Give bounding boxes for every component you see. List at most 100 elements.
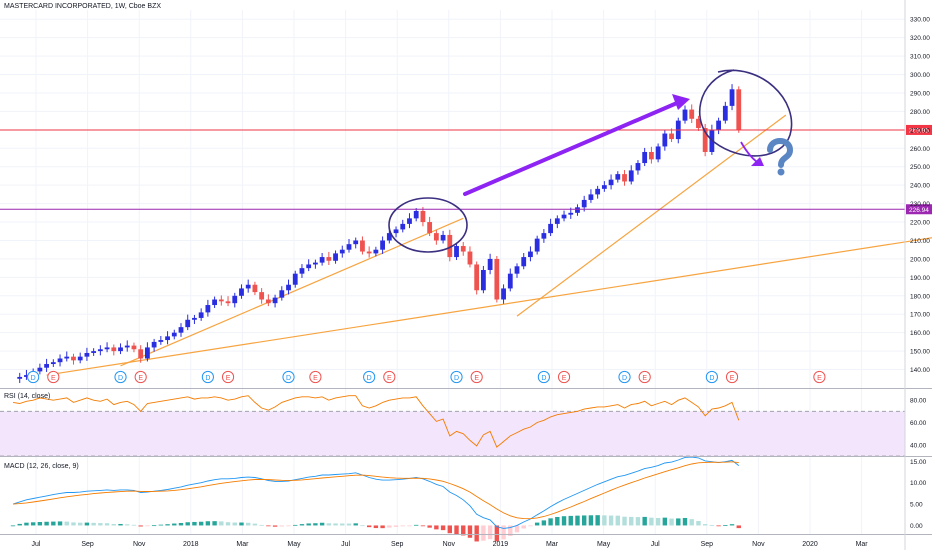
macd-histogram-bar — [729, 524, 735, 526]
time-tick-label: Nov — [133, 541, 146, 548]
candle — [37, 367, 43, 372]
macd-histogram-bar — [259, 524, 264, 526]
candle — [380, 240, 385, 250]
macd-histogram-bar — [649, 517, 654, 526]
macd-histogram-bar — [487, 525, 493, 540]
macd-histogram-bar — [662, 517, 668, 526]
macd-histogram-bar — [125, 524, 130, 526]
candle — [655, 146, 661, 160]
candle — [313, 262, 318, 265]
price-tick-label: 140.00 — [910, 367, 930, 374]
time-tick-label: Sep — [81, 541, 94, 548]
macd-histogram-bar — [588, 515, 594, 526]
event-marker-label: E — [817, 375, 822, 382]
candle — [64, 356, 70, 359]
macd-histogram-bar — [400, 525, 405, 527]
candle — [722, 105, 728, 121]
candle — [501, 288, 506, 300]
price-line-label: 226.94 — [909, 207, 929, 214]
candle — [716, 120, 721, 130]
event-marker — [638, 370, 651, 384]
time-tick-label: Nov — [443, 541, 456, 548]
candle — [319, 257, 325, 263]
macd-histogram-bar — [481, 525, 486, 541]
event-marker — [282, 370, 295, 384]
candle — [326, 257, 332, 261]
macd-histogram-bar — [723, 525, 728, 526]
event-marker — [705, 370, 718, 384]
candle — [104, 347, 110, 350]
event-marker-label: E — [730, 375, 735, 382]
candle — [393, 229, 399, 234]
macd-histogram-bar — [98, 523, 103, 526]
candle — [420, 210, 426, 223]
event-marker-label: D — [367, 375, 372, 382]
macd-histogram-bar — [10, 525, 16, 527]
price-line-label: 269.95 — [909, 127, 929, 134]
candle — [433, 233, 439, 241]
candle — [218, 299, 224, 302]
macd-histogram-bar — [508, 525, 513, 537]
macd-histogram-bar — [84, 522, 90, 526]
price-tick-label: 210.00 — [910, 238, 930, 245]
candle — [151, 341, 157, 348]
macd-histogram-bar — [474, 525, 479, 542]
event-marker-label: D — [205, 375, 210, 382]
time-tick-label: Mar — [236, 541, 249, 548]
candle — [138, 349, 144, 359]
event-marker — [27, 370, 40, 384]
macd-histogram-bar — [642, 516, 647, 526]
candle — [447, 234, 453, 258]
time-tick-label: Jul — [32, 541, 41, 548]
candle — [662, 133, 668, 147]
macd-histogram-bar — [225, 522, 231, 526]
event-marker — [47, 370, 60, 384]
macd-histogram-bar — [279, 525, 284, 527]
candle — [272, 297, 278, 304]
price-tick-label: 220.00 — [910, 220, 930, 227]
macd-histogram-bar — [158, 524, 164, 526]
macd-histogram-bar — [702, 524, 708, 526]
macd-histogram-bar — [440, 525, 446, 531]
macd-tick-label: 15.00 — [910, 459, 927, 466]
candle — [554, 218, 560, 224]
event-marker-label: D — [541, 375, 546, 382]
candle — [306, 264, 312, 269]
candle — [50, 362, 56, 365]
macd-histogram-bar — [541, 520, 547, 526]
macd-histogram-bar — [366, 525, 372, 528]
macd-histogram-bar — [528, 525, 533, 527]
candle — [145, 347, 150, 359]
candle — [192, 317, 197, 320]
candle — [252, 284, 258, 293]
macd-histogram-bar — [252, 523, 258, 526]
trendline — [120, 217, 464, 367]
rsi-tick-label: 60.00 — [910, 420, 927, 427]
candle — [628, 170, 634, 182]
macd-histogram-bar — [118, 523, 123, 526]
event-marker-label: E — [51, 375, 56, 382]
macd-histogram-bar — [461, 525, 466, 536]
macd-tick-label: 0.00 — [910, 523, 923, 530]
macd-histogram-bar — [575, 515, 580, 526]
macd-histogram-bar — [192, 521, 197, 526]
event-marker-label: D — [31, 375, 36, 382]
macd-histogram-bar — [602, 515, 607, 526]
candle — [481, 269, 486, 291]
event-marker-label: E — [642, 375, 647, 382]
candle — [460, 246, 466, 252]
candle — [642, 151, 648, 164]
candle — [608, 179, 614, 186]
macd-histogram-bar — [736, 525, 741, 529]
event-marker-label: D — [622, 375, 627, 382]
candle — [57, 358, 63, 363]
macd-histogram-bar — [293, 524, 298, 526]
candle — [279, 290, 285, 298]
macd-histogram-bar — [172, 523, 177, 526]
candle — [601, 185, 607, 189]
macd-histogram-bar — [655, 518, 661, 526]
macd-histogram-bar — [17, 523, 22, 526]
candle — [561, 214, 567, 219]
rsi-line — [12, 395, 740, 448]
macd-histogram-bar — [299, 524, 305, 526]
